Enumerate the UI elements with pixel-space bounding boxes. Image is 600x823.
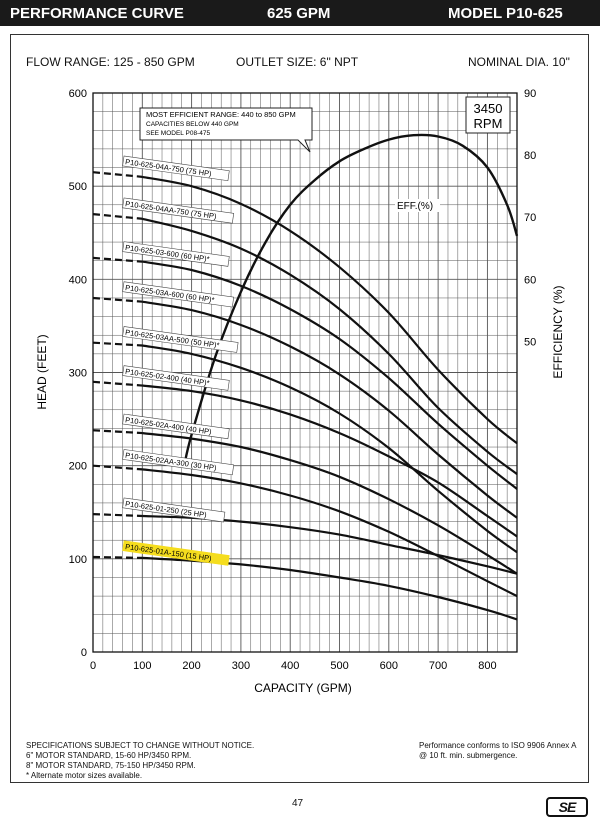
curve-label-box [122,449,235,476]
footer-left-line: 6" MOTOR STANDARD, 15-60 HP/3450 RPM. [26,751,192,760]
y-tick-label: 0 [81,647,87,659]
curve-label: P10-625-01-250 (25 HP) [122,497,226,523]
curve-label-box [122,497,226,523]
page-frame [10,34,589,783]
chart-ticks: 0 100 200 300 400 500 600 700 800 0 100 200 300 400 50… [69,88,537,672]
x-tick-label: 200 [182,660,200,672]
efficiency-curve [183,133,519,466]
footer-left-line: * Alternate motor sizes available. [26,771,143,780]
head-curve [142,344,518,554]
y-tick-label: 100 [69,554,87,566]
footer-right-line: Performance conforms to ISO 9906 Annex A [419,741,577,750]
x-tick-label: 700 [429,660,447,672]
x-tick-label: 0 [90,660,96,672]
note-line-3: SEE MODEL P08-475 [146,130,210,137]
shutoff-dashed-line [92,513,143,518]
shutoff-dashed-line [92,464,143,471]
efficient-range-note: MOST EFFICIENT RANGE: 440 to 850 GPM CAP… [139,107,313,153]
y-tick-label: 400 [69,274,87,286]
shutoff-dashed-line [92,341,143,347]
shutoff-dashed-line [92,296,143,303]
header-bar: PERFORMANCE CURVE 625 GPM MODEL P10-625 [0,0,600,26]
header-model: MODEL P10-625 [448,5,563,22]
head-curve [142,260,518,490]
brand-logo: SE [546,797,588,817]
curve-label-box [122,281,235,308]
head-curve [142,175,518,445]
curve-label: P10-625-02A-400 (40 HP) [122,413,230,440]
y-tick-label: 200 [69,461,87,473]
curve-label: P10-625-02AA-300 (30 HP) [122,449,235,476]
curve-label: P10-625-02-400 (40 HP)* [122,365,230,391]
y2-tick-label: 50 [524,336,536,348]
y-axis-label: HEAD (FEET) [35,334,49,409]
shutoff-dashed-line [92,213,143,220]
footer-left-line: 8" MOTOR STANDARD, 75-150 HP/3450 RPM. [26,761,196,770]
nominal-diameter: NOMINAL DIA. 10" [468,55,570,69]
x-tick-label: 800 [478,660,496,672]
x-tick-label: 500 [330,660,348,672]
rpm-value: 3450 [474,101,503,116]
rpm-box: 3450 RPM [465,96,511,134]
curve-label-box [122,413,230,440]
x-tick-label: 100 [133,660,151,672]
curve-label-box [122,241,230,267]
plot-border [92,92,518,653]
header-gpm: 625 GPM [267,5,331,22]
shutoff-dashed-line [92,429,143,435]
footer-left-line: SPECIFICATIONS SUBJECT TO CHANGE WITHOUT… [26,741,255,750]
y2-tick-label: 80 [524,150,536,162]
curve-label-text: P10-625-04A-750 (75 HP) [125,157,213,178]
curve-label: P10-625-03A-600 (60 HP)* [122,281,235,308]
head-curve [142,217,518,475]
footer-right-line: @ 10 ft. min. submergence. [419,751,518,760]
head-curve [142,384,518,538]
y2-tick-label: 70 [524,212,536,224]
head-curve [142,300,518,519]
shutoff-dashed-line [92,256,143,263]
eff-label: EFF.(%) [397,201,433,212]
x-axis-label: CAPACITY (GPM) [254,681,352,695]
eff-label-box: EFF.(%) [395,199,440,212]
shutoff-dashed-line [92,380,143,387]
curve-label-box [122,326,239,353]
y2-tick-label: 60 [524,274,536,286]
note-line-2: CAPACITIES BELOW 440 GPM [146,121,239,128]
y-tick-label: 600 [69,88,87,100]
curve-label-box [122,155,230,182]
page-number: 47 [292,798,304,809]
y-tick-label: 300 [69,368,87,380]
outlet-size: OUTLET SIZE: 6" NPT [236,55,359,69]
shutoff-dashed-line [92,555,143,560]
rpm-unit: RPM [474,116,503,131]
curve-label: P10-625-03-600 (60 HP)* [122,241,230,267]
curve-label-box [122,365,230,391]
x-tick-label: 300 [232,660,250,672]
curve-label-box [122,197,235,224]
header-title: PERFORMANCE CURVE [10,5,184,22]
curve-label-box [122,540,230,566]
x-tick-label: 600 [380,660,398,672]
footer-right: Performance conforms to ISO 9906 Annex A… [419,741,576,761]
footer-left: SPECIFICATIONS SUBJECT TO CHANGE WITHOUT… [26,741,254,781]
head-curve [142,432,518,575]
flow-range: FLOW RANGE: 125 - 850 GPM [26,55,195,69]
curve-label: P10-625-01A-150 (15 HP) [122,540,230,566]
head-curve [142,468,518,598]
shutoff-dashed-line [92,171,143,178]
y2-tick-label: 90 [524,88,536,100]
y-tick-label: 500 [69,181,87,193]
y2-axis-label: EFFICIENCY (%) [551,285,565,378]
x-tick-label: 400 [281,660,299,672]
note-line-1: MOST EFFICIENT RANGE: 440 to 850 GPM [146,110,296,119]
